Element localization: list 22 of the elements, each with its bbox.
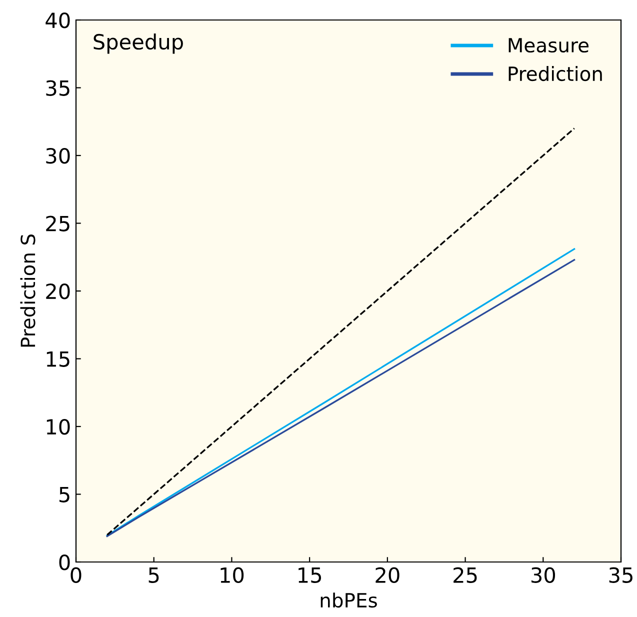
y-tick-label: 20 xyxy=(46,283,70,300)
y-axis-title: Prediction S xyxy=(20,234,36,347)
text: Speedup xyxy=(94,34,183,54)
x-tick-label: 30 xyxy=(531,567,556,583)
y-tick-label: 0 xyxy=(59,554,70,570)
x-tick-label: 15 xyxy=(298,568,322,583)
y-tick-label: 35 xyxy=(46,80,70,96)
y-tick-label: 10 xyxy=(46,418,70,435)
x-tick-label: 25 xyxy=(454,567,477,583)
x-tick-label: 10 xyxy=(220,567,244,583)
x-tick-label: 20 xyxy=(376,567,400,583)
y-tick-label: 30 xyxy=(46,148,70,164)
y-tick-label: 25 xyxy=(46,216,70,232)
x-tick-label: 0 xyxy=(70,567,82,583)
y-tick-label: 40 xyxy=(46,12,70,28)
legend-label: Measure xyxy=(508,38,589,53)
y-tick-label: 5 xyxy=(59,486,70,502)
y-tick-label: 15 xyxy=(46,351,70,367)
x-axis-title: nbPEs xyxy=(320,592,377,608)
legend-label: Prediction xyxy=(508,66,602,82)
x-tick-label: 35 xyxy=(609,567,632,583)
x-tick-label: 5 xyxy=(148,568,159,583)
